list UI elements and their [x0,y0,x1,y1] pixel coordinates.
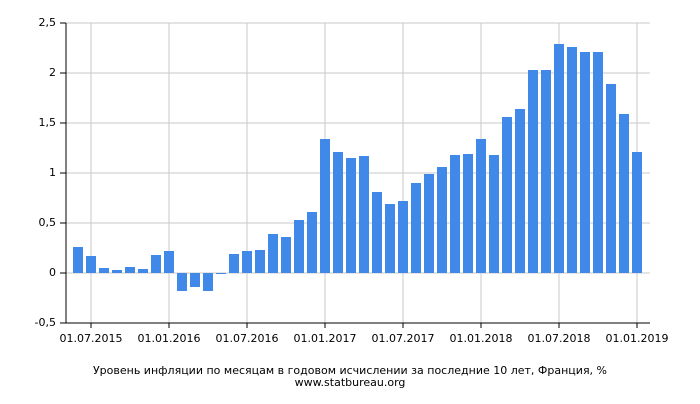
bar [320,139,330,273]
bar [489,155,499,273]
chart-title: Уровень инфляции по месяцам в годовом ис… [93,364,607,377]
x-tick-label: 01.07.2018 [528,332,591,345]
bar [528,70,538,273]
x-tick-label: 01.01.2019 [606,332,669,345]
x-tick-label: 01.07.2017 [372,332,435,345]
bar [502,117,512,273]
bar [190,273,200,287]
y-tick-label: -0,5 [35,316,56,329]
bar [554,44,564,273]
bar [112,270,122,273]
bar [333,152,343,273]
bar [307,212,317,273]
x-tick-label: 01.01.2017 [294,332,357,345]
y-tick-label: 1 [49,166,56,179]
bar [229,254,239,273]
x-tick-label: 01.07.2016 [216,332,279,345]
bar [437,167,447,273]
bar [411,183,421,273]
y-tick-label: 0 [49,266,56,279]
bar [359,156,369,273]
bar [385,204,395,273]
bar [567,47,577,273]
bar [164,251,174,273]
bar [593,52,603,273]
bar [177,273,187,291]
bar [138,269,148,273]
x-tick-label: 01.07.2015 [60,332,123,345]
bar [606,84,616,273]
bar [450,155,460,273]
bar [294,220,304,273]
bar [541,70,551,273]
bar [281,237,291,273]
bar [619,114,629,273]
bar [268,234,278,273]
bar [580,52,590,273]
bar [86,256,96,273]
bar [632,152,642,273]
chart-subtitle: www.statbureau.org [295,376,406,389]
bar [203,273,213,291]
bar [125,267,135,273]
bar [372,192,382,273]
bar [463,154,473,273]
bar [346,158,356,273]
x-tick-label: 01.01.2018 [450,332,513,345]
bar [255,250,265,273]
y-tick-label: 1,5 [39,116,57,129]
bar [99,268,109,273]
bar [73,247,83,273]
x-tick-label: 01.01.2016 [138,332,201,345]
bar [398,201,408,273]
bar [151,255,161,273]
bar [216,273,226,274]
y-tick-label: 2 [49,66,56,79]
bar [515,109,525,273]
y-tick-label: 0,5 [39,216,57,229]
y-tick-label: 2,5 [39,16,57,29]
bar [424,174,434,273]
bar [476,139,486,273]
bar [242,251,252,273]
